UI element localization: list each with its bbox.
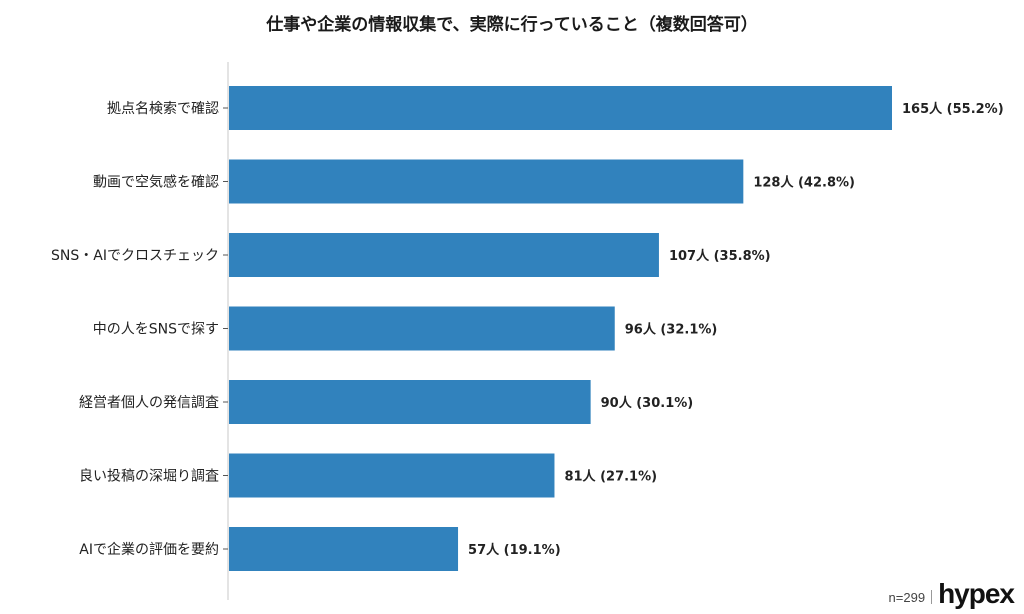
category-label: 経営者個人の発信調査 — [79, 395, 219, 411]
bar — [229, 380, 591, 424]
footer: n=299 hypex — [888, 578, 1015, 609]
brand-logo: hypex — [938, 578, 1015, 609]
bar — [229, 453, 555, 498]
category-label: 動画で空気感を確認 — [93, 174, 219, 191]
chart-title: 仕事や企業の情報収集で、実際に行っていること（複数回答可） — [266, 15, 758, 35]
footer-divider — [931, 590, 933, 604]
data-label: 165人 (55.2%) — [902, 101, 1004, 117]
bar — [229, 159, 744, 204]
category-label: 良い投稿の深堀り調査 — [79, 469, 219, 485]
data-label: 128人 (42.8%) — [753, 175, 855, 191]
bar — [229, 86, 892, 130]
data-label: 96人 (32.1%) — [625, 322, 718, 338]
bars-group: 拠点名検索で確認 165人 (55.2%) 動画で空気感を確認 128人 (42.8%… — [51, 86, 1004, 571]
data-label: 57人 (19.1%) — [468, 542, 561, 558]
category-label: AIで企業の評価を要約 — [79, 541, 219, 558]
data-label: 81人 (27.1%) — [564, 469, 657, 485]
bar — [229, 306, 615, 351]
data-label: 107人 (35.8%) — [669, 248, 771, 264]
category-label: 拠点名検索で確認 — [107, 100, 219, 117]
sample-size-label: n=299 — [888, 590, 926, 605]
category-label: SNS・AIでクロスチェック — [51, 248, 219, 264]
bar — [229, 233, 659, 277]
category-label: 中の人をSNSで探す — [93, 322, 219, 338]
data-label: 90人 (30.1%) — [601, 395, 694, 411]
bar — [229, 527, 459, 571]
